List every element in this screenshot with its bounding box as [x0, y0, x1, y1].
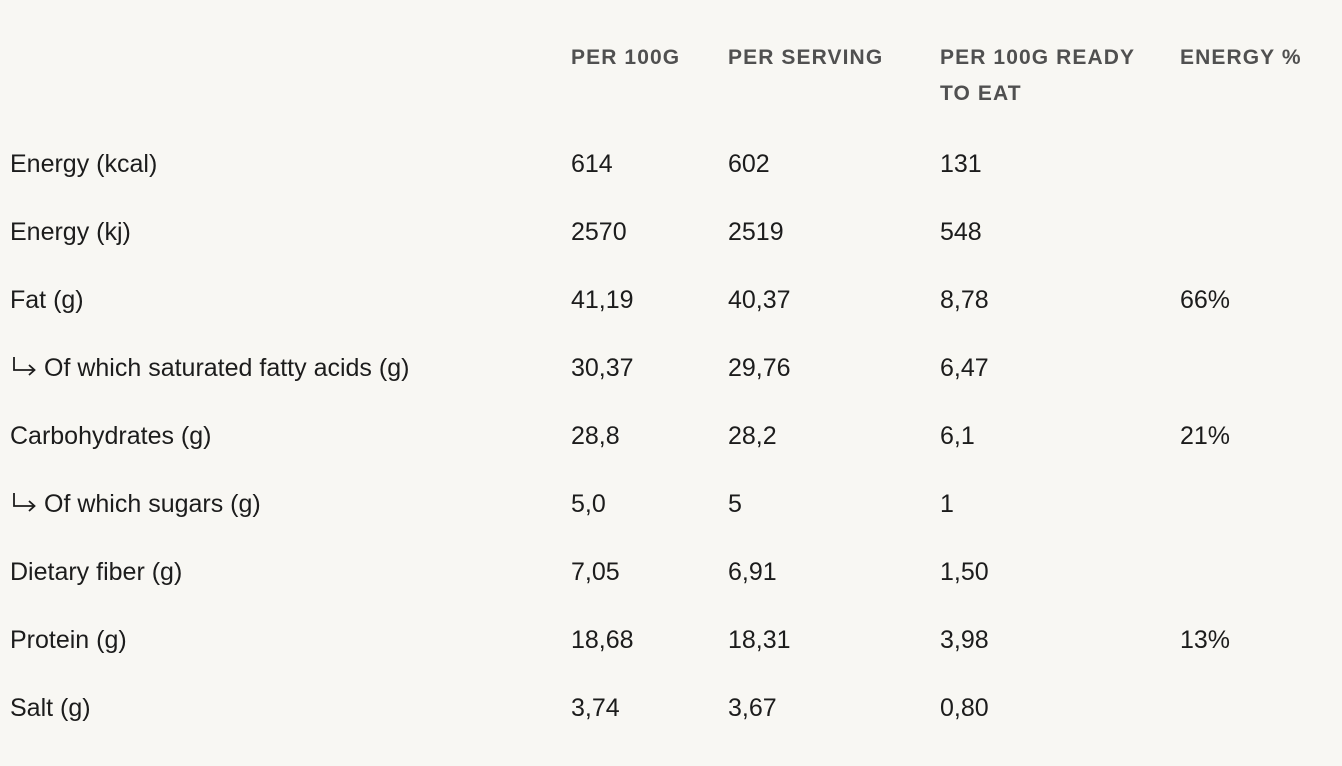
value-per-100g-ready-to-eat: 6,1 [940, 422, 975, 450]
value-per-100g: 2570 [571, 218, 627, 246]
nutrition-table: PER 100G PER SERVING PER 100G READY TO E… [0, 0, 1342, 744]
nutrient-label: Energy (kcal) [10, 150, 158, 178]
value-per-serving: 29,76 [728, 354, 791, 382]
value-per-100g: 5,0 [571, 490, 606, 518]
subdirectory-arrow-icon [10, 486, 44, 522]
nutrient-label-cell: Energy (kj) [10, 214, 131, 250]
value-per-100g: 28,8 [571, 422, 620, 450]
value-per-100g-ready-to-eat: 548 [940, 218, 982, 246]
nutrient-label-cell: Dietary fiber (g) [10, 554, 182, 590]
value-per-serving: 6,91 [728, 558, 777, 586]
nutrient-label-cell: Protein (g) [10, 622, 127, 658]
value-per-serving: 28,2 [728, 422, 777, 450]
nutrient-label-cell: Of which sugars (g) [10, 486, 261, 522]
value-per-100g: 41,19 [571, 286, 634, 314]
value-per-serving: 40,37 [728, 286, 791, 314]
value-per-serving: 18,31 [728, 626, 791, 654]
value-energy-percent: 21% [1180, 422, 1231, 450]
value-per-100g: 18,68 [571, 626, 634, 654]
value-per-serving: 2519 [728, 218, 784, 246]
nutrient-label-cell: Fat (g) [10, 282, 84, 318]
value-per-serving: 602 [728, 150, 770, 178]
nutrient-label: Carbohydrates (g) [10, 422, 212, 450]
value-per-100g-ready-to-eat: 0,80 [940, 694, 989, 722]
value-per-100g: 30,37 [571, 354, 634, 382]
value-per-100g: 614 [571, 150, 613, 178]
table-row: Dietary fiber (g) 7,05 6,91 1,50 [0, 540, 1342, 608]
nutrient-label-cell: Salt (g) [10, 690, 91, 726]
value-per-100g: 7,05 [571, 558, 620, 586]
header-per-serving: PER SERVING [728, 46, 884, 69]
table-body: Energy (kcal) 614 602 131 Energy (kj) 2570 251… [0, 132, 1342, 744]
table-row: Of which sugars (g) 5,0 5 1 [0, 472, 1342, 540]
header-per-100g: PER 100G [571, 46, 681, 69]
table-row: Energy (kcal) 614 602 131 [0, 132, 1342, 200]
table-row: Energy (kj) 2570 2519 548 [0, 200, 1342, 268]
nutrient-label: Energy (kj) [10, 218, 131, 246]
header-per-100g-ready-to-eat: PER 100G READY TO EAT [940, 46, 1135, 105]
value-per-100g-ready-to-eat: 8,78 [940, 286, 989, 314]
table-row: Salt (g) 3,74 3,67 0,80 [0, 676, 1342, 744]
nutrient-label: Of which saturated fatty acids (g) [44, 354, 410, 382]
value-per-100g-ready-to-eat: 3,98 [940, 626, 989, 654]
value-per-100g-ready-to-eat: 1 [940, 490, 954, 518]
nutrient-label-cell: Carbohydrates (g) [10, 418, 211, 454]
value-per-100g: 3,74 [571, 694, 620, 722]
nutrient-label-cell: Of which saturated fatty acids (g) [10, 350, 409, 386]
nutrient-label-cell: Energy (kcal) [10, 146, 157, 182]
nutrient-label: Fat (g) [10, 286, 84, 314]
nutrient-label: Dietary fiber (g) [10, 558, 183, 586]
table-row: Of which saturated fatty acids (g) 30,37 2… [0, 336, 1342, 404]
table-row: Carbohydrates (g) 28,8 28,2 6,1 21% [0, 404, 1342, 472]
value-per-serving: 3,67 [728, 694, 777, 722]
nutrient-label: Of which sugars (g) [44, 490, 261, 518]
nutrient-label: Protein (g) [10, 626, 127, 654]
value-per-100g-ready-to-eat: 1,50 [940, 558, 989, 586]
value-energy-percent: 13% [1180, 626, 1231, 654]
value-per-100g-ready-to-eat: 6,47 [940, 354, 989, 382]
table-row: Fat (g) 41,19 40,37 8,78 66% [0, 268, 1342, 336]
subdirectory-arrow-icon [10, 350, 44, 386]
value-per-100g-ready-to-eat: 131 [940, 150, 982, 178]
header-energy-percent: ENERGY % [1180, 46, 1302, 69]
value-energy-percent: 66% [1180, 286, 1231, 314]
table-row: Protein (g) 18,68 18,31 3,98 13% [0, 608, 1342, 676]
value-per-serving: 5 [728, 490, 742, 518]
nutrient-label: Salt (g) [10, 694, 91, 722]
table-header-row: PER 100G PER SERVING PER 100G READY TO E… [0, 0, 1342, 132]
